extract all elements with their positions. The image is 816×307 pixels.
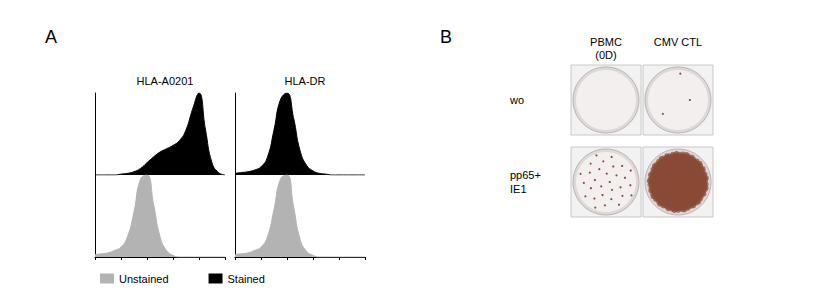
svg-text:Unstained: Unstained	[119, 273, 169, 285]
svg-text:HLA-DR: HLA-DR	[285, 75, 326, 87]
svg-text:A: A	[45, 27, 57, 47]
svg-text:wo: wo	[509, 94, 524, 106]
svg-text:PBMC: PBMC	[590, 36, 622, 48]
svg-text:IE1: IE1	[510, 183, 527, 195]
svg-text:CMV CTL: CMV CTL	[654, 36, 702, 48]
svg-text:B: B	[440, 27, 452, 47]
svg-text:HLA-A0201: HLA-A0201	[137, 75, 194, 87]
svg-text:pp65+: pp65+	[510, 169, 541, 181]
svg-text:(0D): (0D)	[595, 49, 616, 61]
svg-text:Stained: Stained	[228, 273, 265, 285]
